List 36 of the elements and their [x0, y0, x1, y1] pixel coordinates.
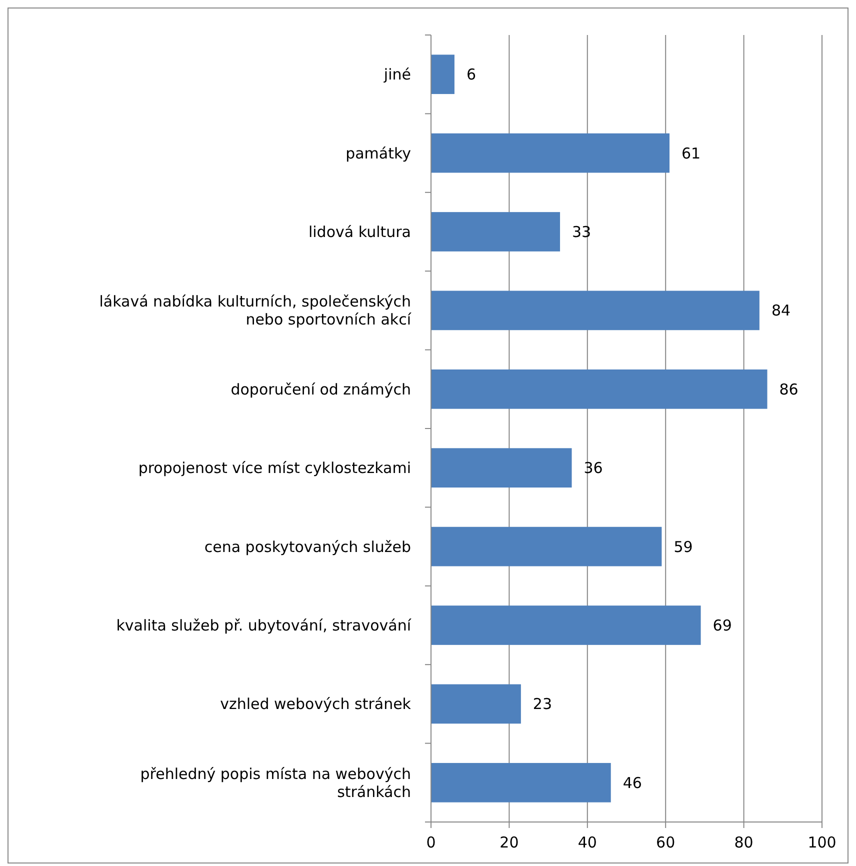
- y-tick-label: lidová kultura: [308, 223, 411, 241]
- x-tick-label: 0: [426, 834, 436, 852]
- data-label: 84: [771, 302, 791, 320]
- y-tick-label: propojenost více míst cyklostezkami: [138, 459, 411, 478]
- x-tick-label: 100: [808, 834, 836, 852]
- y-tick-label: vzhled webových stránek: [220, 695, 412, 714]
- x-tick-label: 20: [500, 834, 519, 852]
- bar: [431, 526, 662, 566]
- bar: [431, 212, 560, 252]
- x-tick-label: 40: [578, 834, 597, 852]
- y-tick-label: přehledný popis místa na webových stránkách: [140, 764, 411, 801]
- data-label: 23: [532, 695, 552, 714]
- bar: [431, 54, 454, 94]
- bar: [431, 133, 670, 173]
- bar: [431, 762, 611, 802]
- y-tick-label: památky: [346, 144, 412, 162]
- data-label: 36: [584, 459, 603, 478]
- bar: [431, 369, 768, 409]
- y-tick-label: lákavá nabídka kulturních, společenských nebo sportovních akcí: [99, 292, 412, 329]
- bar: [431, 606, 701, 645]
- y-tick-label: jiné: [382, 66, 411, 84]
- y-tick-label: kvalita služeb př. ubytování, stravování: [116, 616, 412, 634]
- data-label: 46: [622, 774, 642, 792]
- data-label: 59: [674, 538, 693, 556]
- data-label: 69: [712, 616, 732, 634]
- data-label: 33: [572, 223, 592, 241]
- bar: [431, 684, 521, 724]
- x-tick-label: 80: [734, 834, 754, 852]
- bar: [431, 290, 760, 330]
- y-tick-label: cena poskytovaných služeb: [204, 538, 411, 556]
- y-tick-label: doporučení od známých: [230, 380, 411, 398]
- data-label: 86: [779, 380, 798, 398]
- x-tick-label: 60: [656, 834, 676, 852]
- data-label: 61: [682, 144, 701, 162]
- bar: [431, 448, 572, 488]
- data-label: 6: [466, 66, 476, 84]
